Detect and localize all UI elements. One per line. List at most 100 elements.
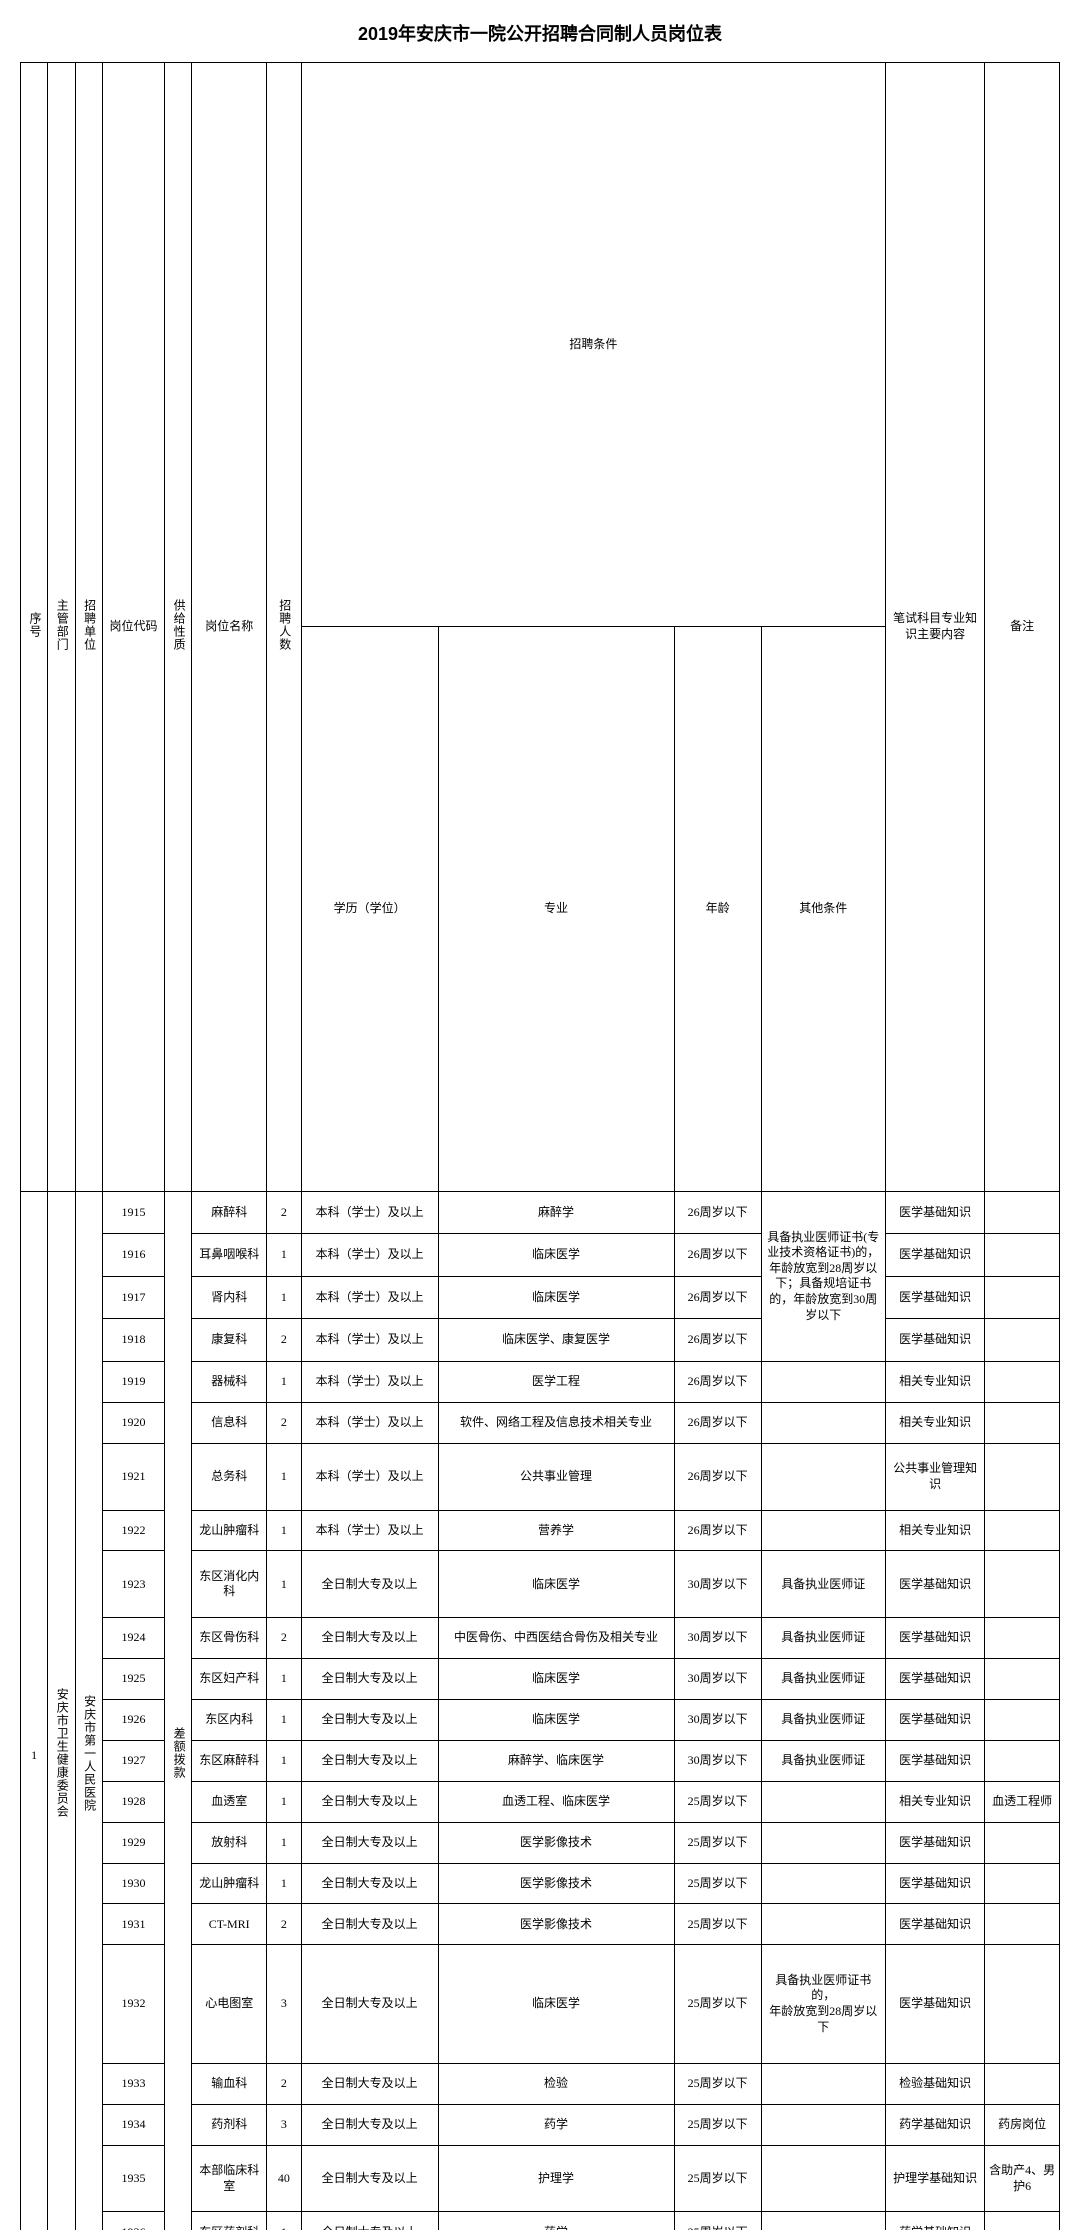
cell-major: 医学工程 xyxy=(438,1362,674,1403)
cell-age: 30周岁以下 xyxy=(674,1551,761,1618)
cell-other xyxy=(761,1904,885,1945)
cell-num: 3 xyxy=(267,2104,302,2145)
cell-name: 药剂科 xyxy=(192,2104,267,2145)
cell-edu: 全日制大专及以上 xyxy=(301,1945,438,2064)
th-note: 备注 xyxy=(985,63,1060,1192)
cell-age: 26周岁以下 xyxy=(674,1362,761,1403)
cell-code: 1916 xyxy=(102,1234,164,1277)
cell-edu: 全日制大专及以上 xyxy=(301,2212,438,2230)
cell-code: 1932 xyxy=(102,1945,164,2064)
cell-note xyxy=(985,1191,1060,1234)
cell-major: 临床医学、康复医学 xyxy=(438,1319,674,1362)
cell-major: 血透工程、临床医学 xyxy=(438,1781,674,1822)
cell-exam: 公共事业管理知识 xyxy=(885,1443,984,1510)
cell-name: 东区消化内科 xyxy=(192,1551,267,1618)
th-supply: 供给性质 xyxy=(165,63,192,1192)
cell-num: 1 xyxy=(267,1781,302,1822)
table-body: 1安庆市卫生健康委员会安庆市第一人民医院1915差额拨款麻醉科2本科（学士）及以… xyxy=(21,1191,1060,2230)
cell-code: 1934 xyxy=(102,2104,164,2145)
cell-name: 放射科 xyxy=(192,1822,267,1863)
cell-note xyxy=(985,1234,1060,1277)
cell-name: 本部临床科室 xyxy=(192,2145,267,2212)
cell-exam: 护理学基础知识 xyxy=(885,2145,984,2212)
cell-note xyxy=(985,1618,1060,1659)
cell-code: 1918 xyxy=(102,1319,164,1362)
th-cond: 招聘条件 xyxy=(301,63,885,627)
cell-unit: 安庆市第一人民医院 xyxy=(75,1191,102,2230)
cell-note xyxy=(985,1863,1060,1904)
cell-edu: 全日制大专及以上 xyxy=(301,1781,438,1822)
cell-num: 1 xyxy=(267,1659,302,1700)
cell-name: 血透室 xyxy=(192,1781,267,1822)
cell-name: CT-MRI xyxy=(192,1904,267,1945)
th-name: 岗位名称 xyxy=(192,63,267,1192)
cell-age: 30周岁以下 xyxy=(674,1618,761,1659)
cell-note xyxy=(985,1443,1060,1510)
cell-other xyxy=(761,1822,885,1863)
cell-major: 医学影像技术 xyxy=(438,1904,674,1945)
th-exam: 笔试科目专业知识主要内容 xyxy=(885,63,984,1192)
cell-other xyxy=(761,2145,885,2212)
cell-edu: 全日制大专及以上 xyxy=(301,2145,438,2212)
cell-edu: 本科（学士）及以上 xyxy=(301,1443,438,1510)
cell-name: 东区骨伤科 xyxy=(192,1618,267,1659)
cell-other xyxy=(761,2212,885,2230)
cell-other xyxy=(761,1443,885,1510)
cell-edu: 全日制大专及以上 xyxy=(301,1822,438,1863)
cell-age: 26周岁以下 xyxy=(674,1319,761,1362)
cell-num: 1 xyxy=(267,1362,302,1403)
th-age: 年龄 xyxy=(674,627,761,1191)
positions-table: 序号 主管部门 招聘单位 岗位代码 供给性质 岗位名称 招聘人数 招聘条件 笔试… xyxy=(20,62,1060,2230)
cell-age: 30周岁以下 xyxy=(674,1659,761,1700)
cell-edu: 本科（学士）及以上 xyxy=(301,1191,438,1234)
cell-code: 1915 xyxy=(102,1191,164,1234)
cell-major: 医学影像技术 xyxy=(438,1863,674,1904)
cell-major: 营养学 xyxy=(438,1510,674,1551)
cell-exam: 医学基础知识 xyxy=(885,1234,984,1277)
cell-note xyxy=(985,1551,1060,1618)
th-major: 专业 xyxy=(438,627,674,1191)
cell-major: 临床医学 xyxy=(438,1276,674,1319)
cell-edu: 本科（学士）及以上 xyxy=(301,1402,438,1443)
cell-name: 东区药剂科 xyxy=(192,2212,267,2230)
cell-edu: 本科（学士）及以上 xyxy=(301,1276,438,1319)
cell-code: 1936 xyxy=(102,2212,164,2230)
cell-num: 2 xyxy=(267,1904,302,1945)
cell-code: 1928 xyxy=(102,1781,164,1822)
cell-seq: 1 xyxy=(21,1191,48,2230)
cell-age: 26周岁以下 xyxy=(674,1276,761,1319)
cell-num: 1 xyxy=(267,1510,302,1551)
cell-age: 25周岁以下 xyxy=(674,1822,761,1863)
cell-note xyxy=(985,1659,1060,1700)
cell-code: 1921 xyxy=(102,1443,164,1510)
cell-other: 具备执业医师证 xyxy=(761,1618,885,1659)
cell-edu: 本科（学士）及以上 xyxy=(301,1510,438,1551)
cell-major: 麻醉学 xyxy=(438,1191,674,1234)
cell-major: 临床医学 xyxy=(438,1551,674,1618)
cell-name: 东区麻醉科 xyxy=(192,1740,267,1781)
cell-edu: 全日制大专及以上 xyxy=(301,2104,438,2145)
cell-note xyxy=(985,1319,1060,1362)
cell-major: 临床医学 xyxy=(438,1700,674,1741)
cell-age: 30周岁以下 xyxy=(674,1700,761,1741)
cell-num: 1 xyxy=(267,2212,302,2230)
cell-num: 40 xyxy=(267,2145,302,2212)
cell-exam: 检验基础知识 xyxy=(885,2063,984,2104)
cell-major: 药学 xyxy=(438,2104,674,2145)
cell-age: 26周岁以下 xyxy=(674,1191,761,1234)
cell-num: 2 xyxy=(267,1191,302,1234)
cell-name: 康复科 xyxy=(192,1319,267,1362)
cell-exam: 医学基础知识 xyxy=(885,1863,984,1904)
cell-edu: 全日制大专及以上 xyxy=(301,1618,438,1659)
cell-note xyxy=(985,1740,1060,1781)
cell-other-merged: 具备执业医师证书(专业技术资格证书)的，年龄放宽到28周岁以下；具备规培证书的，… xyxy=(761,1191,885,1361)
cell-exam: 医学基础知识 xyxy=(885,1740,984,1781)
cell-code: 1935 xyxy=(102,2145,164,2212)
cell-num: 1 xyxy=(267,1822,302,1863)
cell-dept: 安庆市卫生健康委员会 xyxy=(48,1191,75,2230)
cell-note: 含助产4、男护6 xyxy=(985,2145,1060,2212)
cell-name: 器械科 xyxy=(192,1362,267,1403)
cell-edu: 全日制大专及以上 xyxy=(301,1700,438,1741)
cell-other: 具备执业医师证书的， 年龄放宽到28周岁以下 xyxy=(761,1945,885,2064)
th-unit: 招聘单位 xyxy=(75,63,102,1192)
